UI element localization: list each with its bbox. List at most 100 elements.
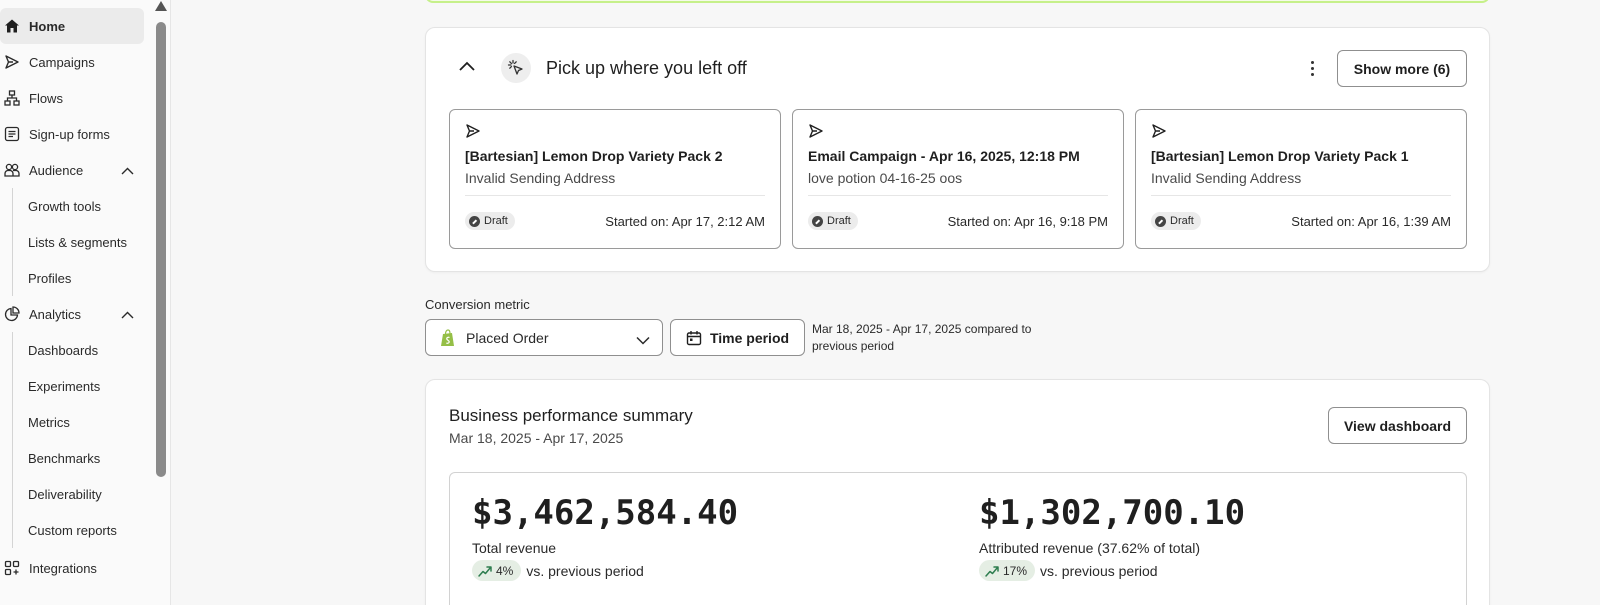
trend-up-icon (478, 565, 492, 577)
sidebar-item-label: Integrations (29, 560, 97, 576)
sidebar-item-growth-tools[interactable]: Growth tools (28, 198, 101, 214)
send-icon (465, 123, 483, 141)
sidebar-scrollbar[interactable] (151, 0, 171, 605)
sidebar-item-label: Analytics (29, 306, 82, 322)
metric-value: $3,462,584.40 (472, 493, 739, 533)
sidebar-item-label: Sign-up forms (29, 126, 110, 142)
view-dashboard-button[interactable]: View dashboard (1328, 407, 1467, 444)
sidebar-item-lists-segments[interactable]: Lists & segments (28, 234, 127, 250)
draft-icon (812, 215, 823, 227)
send-icon (1151, 123, 1169, 141)
time-period-label: Time period (709, 329, 790, 346)
status-badge: Draft (1151, 212, 1201, 230)
divider (465, 195, 765, 196)
trend-badge: 17% (979, 560, 1036, 581)
recent-item-subtitle: Invalid Sending Address (465, 170, 616, 186)
trend-value: 4% (496, 563, 514, 578)
trend-up-icon (985, 565, 999, 577)
recent-item-card[interactable]: [Bartesian] Lemon Drop Variety Pack 2 In… (449, 109, 781, 249)
divider (1151, 195, 1451, 196)
scroll-up-arrow-icon[interactable] (155, 1, 167, 11)
scrollbar-thumb[interactable] (156, 22, 166, 477)
sidebar-item-custom-reports[interactable]: Custom reports (28, 522, 117, 538)
analytics-icon (3, 305, 21, 323)
business-performance-card: Business performance summary Mar 18, 202… (425, 379, 1490, 605)
top-banner-edge (425, 0, 1490, 3)
chevron-up-icon[interactable] (121, 163, 134, 178)
conversion-metric-label: Conversion metric (425, 297, 530, 312)
metric-label: Attributed revenue (37.62% of total) (979, 540, 1201, 556)
sidebar-item-integrations[interactable]: Integrations (0, 550, 144, 586)
recent-item-title: Email Campaign - Apr 16, 2025, 12:18 PM (808, 148, 1080, 164)
recent-item-card[interactable]: [Bartesian] Lemon Drop Variety Pack 1 In… (1135, 109, 1467, 249)
status-badge-label: Draft (1170, 215, 1194, 227)
date-range-line: Mar 18, 2025 - Apr 17, 2025 compared to (812, 322, 1032, 336)
audience-icon (3, 161, 21, 179)
sidebar-item-benchmarks[interactable]: Benchmarks (28, 450, 101, 466)
recent-item-started: Started on: Apr 16, 9:18 PM (947, 214, 1108, 229)
shopify-icon (440, 328, 456, 347)
comparison-date-range: Mar 18, 2025 - Apr 17, 2025 compared to … (812, 321, 1062, 355)
recent-item-subtitle: love potion 04-16-25 oos (808, 170, 963, 186)
date-range-line: previous period (812, 339, 895, 353)
home-icon (3, 17, 21, 35)
sidebar-item-label: Campaigns (29, 54, 95, 70)
status-badge-label: Draft (827, 215, 851, 227)
trend-value: 17% (1003, 563, 1028, 578)
sidebar-item-deliverability[interactable]: Deliverability (28, 486, 102, 502)
sidebar-item-flows[interactable]: Flows (0, 80, 144, 116)
sidebar-item-profiles[interactable]: Profiles (28, 270, 72, 286)
sidebar-item-home[interactable]: Home (0, 8, 144, 44)
status-badge: Draft (465, 212, 515, 230)
recent-item-card[interactable]: Email Campaign - Apr 16, 2025, 12:18 PM … (792, 109, 1124, 249)
metric-label: Total revenue (472, 540, 557, 556)
status-badge-label: Draft (484, 215, 508, 227)
cursor-click-icon (501, 53, 531, 83)
recent-item-title: [Bartesian] Lemon Drop Variety Pack 2 (465, 148, 723, 164)
sidebar-item-experiments[interactable]: Experiments (28, 378, 101, 394)
comparison-text: vs. previous period (526, 562, 644, 579)
flow-icon (3, 89, 21, 107)
status-badge: Draft (808, 212, 858, 230)
chevron-up-icon[interactable] (121, 307, 134, 322)
divider (808, 195, 1108, 196)
pick-up-card: Pick up where you left off Show more (6)… (425, 27, 1490, 272)
sidebar-item-audience[interactable]: Audience (0, 152, 144, 188)
sidebar-item-dashboards[interactable]: Dashboards (28, 342, 99, 358)
sidebar-item-metrics[interactable]: Metrics (28, 414, 70, 430)
form-icon (3, 125, 21, 143)
recent-item-started: Started on: Apr 17, 2:12 AM (605, 214, 765, 229)
sidebar-item-analytics[interactable]: Analytics (0, 296, 144, 332)
recent-item-subtitle: Invalid Sending Address (1151, 170, 1302, 186)
submenu-guide-line (12, 332, 13, 548)
integrations-icon (3, 559, 21, 577)
performance-title: Business performance summary (449, 406, 693, 425)
conversion-metric-select[interactable]: Placed Order (425, 319, 663, 356)
sidebar-item-label: Flows (29, 90, 63, 106)
sidebar-item-label: Audience (29, 162, 84, 178)
chevron-down-icon (636, 332, 650, 350)
show-more-button[interactable]: Show more (6) (1337, 50, 1467, 87)
draft-icon (469, 215, 480, 227)
more-options-icon[interactable] (1306, 57, 1318, 79)
metrics-panel: $3,462,584.40 Total revenue 4% vs. previ… (449, 472, 1467, 605)
draft-icon (1155, 215, 1166, 227)
metric-value: $1,302,700.10 (979, 493, 1246, 533)
submenu-guide-line (12, 188, 13, 296)
send-icon (3, 53, 21, 71)
recent-item-started: Started on: Apr 16, 1:39 AM (1291, 214, 1451, 229)
calendar-icon (686, 330, 702, 346)
time-period-button[interactable]: Time period (670, 319, 805, 356)
performance-date-range: Mar 18, 2025 - Apr 17, 2025 (449, 430, 624, 446)
sidebar-item-campaigns[interactable]: Campaigns (0, 44, 144, 80)
send-icon (808, 123, 826, 141)
pick-up-title: Pick up where you left off (546, 58, 747, 78)
sidebar-item-signup-forms[interactable]: Sign-up forms (0, 116, 144, 152)
sidebar-nav: Home Campaigns Flows Sign-up forms Audie… (0, 0, 151, 605)
metric-change: 17% vs. previous period (979, 560, 1158, 581)
conversion-metric-value: Placed Order (466, 329, 549, 346)
collapse-chevron-icon[interactable] (458, 59, 478, 79)
recent-item-title: [Bartesian] Lemon Drop Variety Pack 1 (1151, 148, 1409, 164)
sidebar-item-label: Home (29, 18, 66, 34)
trend-badge: 4% (472, 560, 522, 581)
